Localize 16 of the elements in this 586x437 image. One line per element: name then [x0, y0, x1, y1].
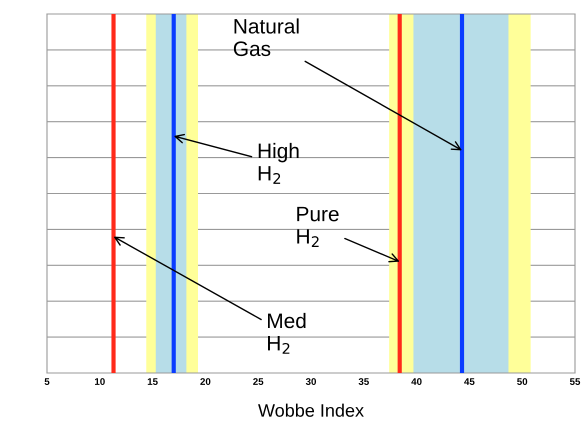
- x-tick-label: 15: [148, 378, 158, 385]
- x-tick-label: 35: [358, 378, 369, 386]
- annotation: Med H$_{2}$: [268, 312, 306, 354]
- x-tick-label: 45: [464, 378, 475, 385]
- x-tick-label: 30: [306, 378, 316, 386]
- x-tick-label: 10: [95, 378, 105, 385]
- x-tick-label: 40: [411, 378, 422, 385]
- x-tick-label: 55: [570, 378, 580, 385]
- x-tick-label: 5: [44, 378, 50, 385]
- annotation: Natural Gas: [234, 18, 299, 56]
- x-axis-title: Wobbe Index: [258, 404, 364, 417]
- x-tick-label: 20: [200, 378, 210, 385]
- annotation: Pure H$_{2}$: [297, 206, 339, 247]
- x-tick-label: 50: [517, 378, 528, 385]
- x-tick-label: 25: [253, 378, 264, 385]
- annotation: High H$_{2}$: [258, 142, 299, 184]
